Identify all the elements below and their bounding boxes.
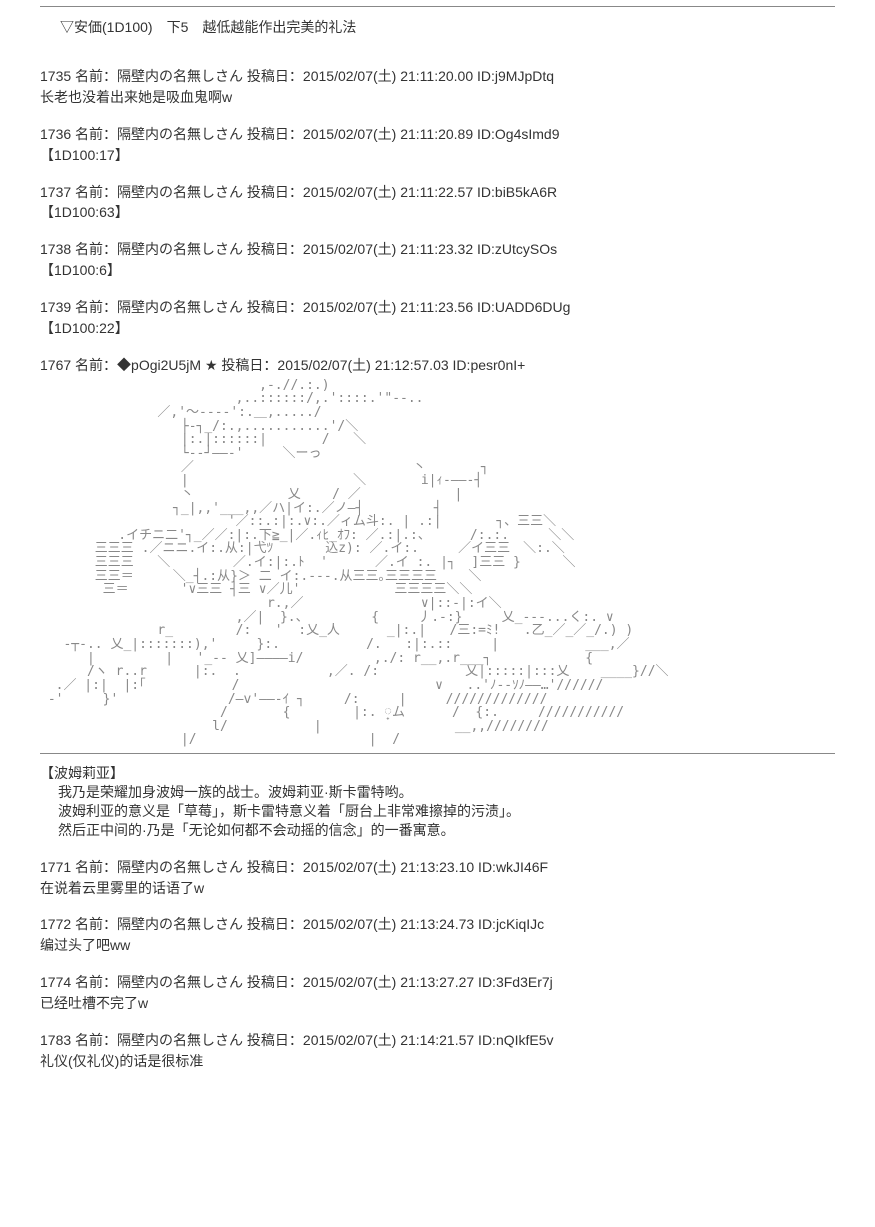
replies-list: 1771 名前：隔壁内の名無しさん 投稿日：2015/02/07(土) 21:1… [40,858,835,1071]
post-header: 1772 名前：隔壁内の名無しさん 投稿日：2015/02/07(土) 21:1… [40,915,835,934]
post-body: 编过头了吧ww [40,936,835,955]
post-header: 1736 名前：隔壁内の名無しさん 投稿日：2015/02/07(土) 21:1… [40,125,835,144]
post: 1735 名前：隔壁内の名無しさん 投稿日：2015/02/07(土) 21:1… [40,67,835,107]
name-label: 名前： [75,357,117,373]
post-header: 1774 名前：隔壁内の名無しさん 投稿日：2015/02/07(土) 21:1… [40,973,835,992]
post-header: 1771 名前：隔壁内の名無しさん 投稿日：2015/02/07(土) 21:1… [40,858,835,877]
id-label: ID: [453,357,471,373]
post: 1736 名前：隔壁内の名無しさん 投稿日：2015/02/07(土) 21:1… [40,125,835,165]
post: 1737 名前：隔壁内の名無しさん 投稿日：2015/02/07(土) 21:1… [40,183,835,223]
post: 1774 名前：隔壁内の名無しさん 投稿日：2015/02/07(土) 21:1… [40,973,835,1013]
separator-mid [40,753,835,754]
posts-list: 1735 名前：隔壁内の名無しさん 投稿日：2015/02/07(土) 21:1… [40,67,835,338]
post: 1738 名前：隔壁内の名無しさん 投稿日：2015/02/07(土) 21:1… [40,240,835,280]
post-header: 1783 名前：隔壁内の名無しさん 投稿日：2015/02/07(土) 21:1… [40,1031,835,1050]
post-number: 1767 [40,357,71,373]
post-body: 【1D100:22】 [40,319,835,338]
post-body: 长老也没着出来她是吸血鬼啊w [40,88,835,107]
post-header: 1738 名前：隔壁内の名無しさん 投稿日：2015/02/07(土) 21:1… [40,240,835,259]
post-body: 【1D100:6】 [40,261,835,280]
post-body: 礼仪(仅礼仪)的话是很标准 [40,1052,835,1071]
date-label: 投稿日： [221,357,277,373]
post-name: ◆pOgi2U5jM ★ [117,357,217,373]
post: 1771 名前：隔壁内の名無しさん 投稿日：2015/02/07(土) 21:1… [40,858,835,898]
post-header: 1735 名前：隔壁内の名無しさん 投稿日：2015/02/07(土) 21:1… [40,67,835,86]
author-post: 1767 名前：◆pOgi2U5jM ★ 投稿日：2015/02/07(土) 2… [40,356,835,840]
dice-prompt: ▽安価(1D100) 下5 越低越能作出完美的礼法 [60,17,835,37]
ascii-art: ,-.//.:.) ,..::::::/,.'::::.'"‐-.. ／,'～‐… [40,379,835,747]
speaker-name: 【波姆莉亚】 [40,764,835,783]
post: 1772 名前：隔壁内の名無しさん 投稿日：2015/02/07(土) 21:1… [40,915,835,955]
post-header: 1767 名前：◆pOgi2U5jM ★ 投稿日：2015/02/07(土) 2… [40,356,835,375]
post: 1783 名前：隔壁内の名無しさん 投稿日：2015/02/07(土) 21:1… [40,1031,835,1071]
speaker-line: 我乃是荣耀加身波姆一族的战士。波姆莉亚·斯卡雷特哟。 [58,783,835,802]
post: 1739 名前：隔壁内の名無しさん 投稿日：2015/02/07(土) 21:1… [40,298,835,338]
post-body: 已经吐槽不完了w [40,994,835,1013]
separator-top [40,6,835,7]
speaker-lines: 我乃是荣耀加身波姆一族的战士。波姆莉亚·斯卡雷特哟。波姆利亚的意义是「草莓」，斯… [58,783,835,840]
post-body: 【1D100:63】 [40,203,835,222]
speaker-line: 然后正中间的·乃是「无论如何都不会动摇的信念」的一番寓意。 [58,821,835,840]
post-body: 【1D100:17】 [40,146,835,165]
post-header: 1737 名前：隔壁内の名無しさん 投稿日：2015/02/07(土) 21:1… [40,183,835,202]
post-header: 1739 名前：隔壁内の名無しさん 投稿日：2015/02/07(土) 21:1… [40,298,835,317]
post-date: 2015/02/07(土) 21:12:57.03 [277,357,448,373]
speaker-line: 波姆利亚的意义是「草莓」，斯卡雷特意义着「厨台上非常难擦掉的污渍」。 [58,802,835,821]
post-id: pesr0nI+ [470,357,525,373]
post-body: 在说着云里雾里的话语了w [40,879,835,898]
